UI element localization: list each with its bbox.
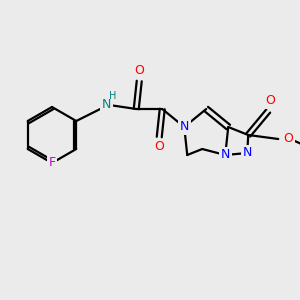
Text: O: O (154, 140, 164, 154)
Text: N: N (243, 146, 252, 160)
Text: O: O (283, 133, 293, 146)
Text: F: F (48, 157, 56, 169)
Text: N: N (220, 148, 230, 161)
Text: N: N (180, 121, 189, 134)
Text: H: H (109, 91, 116, 101)
Text: N: N (102, 98, 111, 112)
Text: O: O (134, 64, 144, 77)
Text: N: N (180, 121, 189, 134)
Text: O: O (265, 94, 275, 107)
